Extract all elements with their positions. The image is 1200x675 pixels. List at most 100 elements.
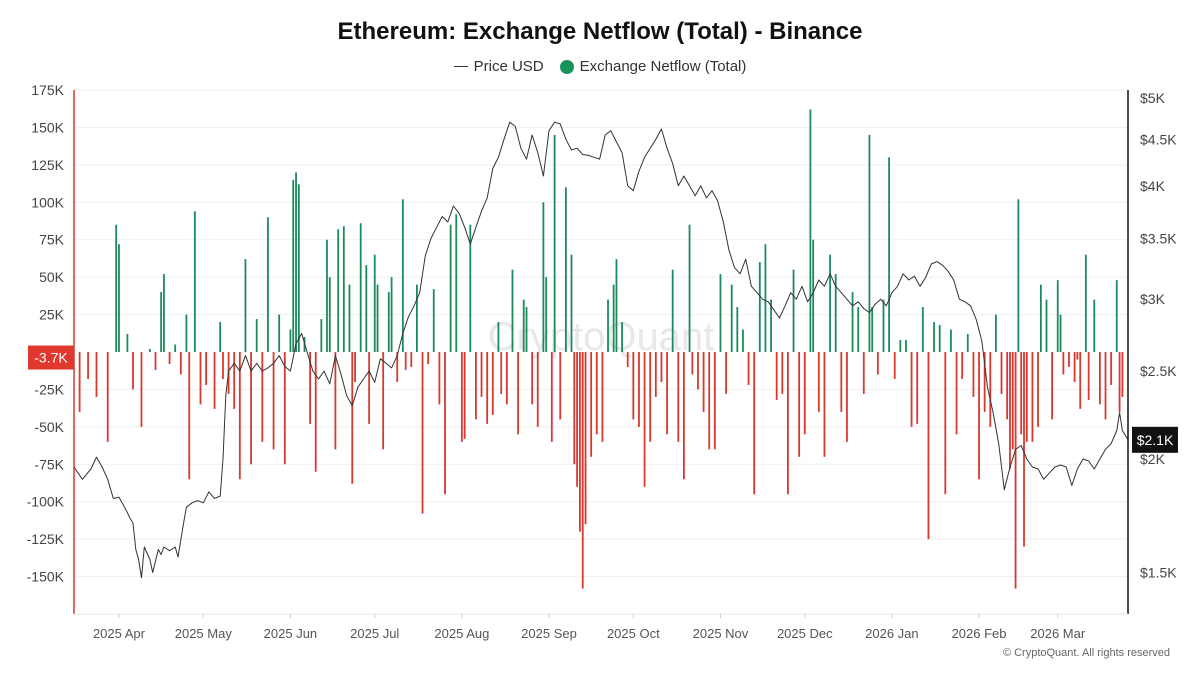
netflow-bar[interactable]	[702, 352, 705, 412]
netflow-bar[interactable]	[961, 352, 964, 379]
netflow-bar[interactable]	[615, 259, 618, 352]
netflow-bar[interactable]	[95, 352, 98, 397]
netflow-bar[interactable]	[213, 352, 216, 409]
netflow-bar[interactable]	[497, 322, 500, 352]
netflow-bar[interactable]	[564, 187, 567, 352]
netflow-bar[interactable]	[798, 352, 801, 457]
netflow-bar[interactable]	[1017, 199, 1020, 352]
netflow-bar[interactable]	[834, 274, 837, 352]
netflow-bar[interactable]	[632, 352, 635, 420]
netflow-bar[interactable]	[812, 239, 815, 352]
netflow-bar[interactable]	[126, 334, 129, 352]
netflow-bar[interactable]	[455, 214, 458, 352]
netflow-bar[interactable]	[244, 259, 247, 352]
netflow-bar[interactable]	[643, 352, 646, 487]
netflow-bar[interactable]	[1000, 352, 1003, 394]
netflow-bar[interactable]	[955, 352, 958, 435]
netflow-bar[interactable]	[148, 349, 151, 352]
netflow-bar[interactable]	[185, 314, 188, 352]
legend-item-netflow[interactable]: Exchange Netflow (Total)	[559, 58, 746, 75]
netflow-bar[interactable]	[688, 224, 691, 352]
netflow-bar[interactable]	[1020, 352, 1023, 435]
netflow-bar[interactable]	[868, 134, 871, 352]
netflow-bar[interactable]	[1079, 352, 1082, 409]
netflow-bar[interactable]	[621, 322, 623, 352]
netflow-bar[interactable]	[817, 352, 820, 412]
netflow-bar[interactable]	[966, 334, 969, 352]
netflow-bar[interactable]	[376, 284, 379, 352]
netflow-bar[interactable]	[545, 277, 548, 352]
netflow-bar[interactable]	[916, 352, 919, 424]
netflow-bar[interactable]	[511, 269, 514, 352]
netflow-bar[interactable]	[1011, 352, 1014, 450]
netflow-bar[interactable]	[601, 352, 604, 442]
netflow-bar[interactable]	[140, 352, 143, 427]
netflow-bar[interactable]	[531, 352, 534, 405]
netflow-bar[interactable]	[168, 352, 171, 364]
netflow-bar[interactable]	[758, 262, 761, 352]
netflow-bar[interactable]	[193, 211, 196, 352]
netflow-bar[interactable]	[905, 340, 907, 352]
netflow-bar[interactable]	[132, 352, 134, 390]
netflow-bar[interactable]	[1068, 352, 1070, 367]
netflow-bar[interactable]	[475, 352, 477, 420]
netflow-bar[interactable]	[1037, 352, 1039, 427]
netflow-bar[interactable]	[373, 254, 376, 352]
netflow-bar[interactable]	[337, 229, 340, 352]
netflow-bar[interactable]	[770, 299, 772, 352]
netflow-bar[interactable]	[320, 319, 323, 352]
netflow-bar[interactable]	[573, 352, 576, 465]
netflow-bar[interactable]	[683, 352, 685, 480]
netflow-bar[interactable]	[570, 254, 573, 352]
netflow-bar[interactable]	[882, 299, 885, 352]
netflow-bar[interactable]	[944, 352, 947, 495]
netflow-bar[interactable]	[314, 352, 317, 472]
netflow-bar[interactable]	[921, 307, 924, 352]
netflow-bar[interactable]	[78, 352, 81, 412]
netflow-bar[interactable]	[272, 352, 275, 450]
netflow-bar[interactable]	[579, 352, 581, 532]
netflow-bar[interactable]	[486, 352, 489, 424]
netflow-bar[interactable]	[584, 352, 587, 525]
netflow-bar[interactable]	[933, 322, 935, 352]
netflow-bar[interactable]	[348, 284, 351, 352]
netflow-bar[interactable]	[1093, 299, 1096, 352]
netflow-bar[interactable]	[829, 254, 831, 352]
netflow-bar[interactable]	[550, 352, 553, 442]
netflow-bar[interactable]	[1031, 352, 1034, 442]
netflow-bar[interactable]	[938, 325, 941, 352]
netflow-bar[interactable]	[1045, 299, 1048, 352]
netflow-bar[interactable]	[255, 319, 258, 352]
netflow-bar[interactable]	[626, 352, 629, 367]
netflow-bar[interactable]	[522, 299, 525, 352]
netflow-bar[interactable]	[1025, 352, 1028, 442]
netflow-bar[interactable]	[427, 352, 430, 364]
netflow-bar[interactable]	[278, 314, 281, 352]
netflow-bar[interactable]	[927, 352, 930, 540]
netflow-bar[interactable]	[517, 352, 519, 435]
netflow-bar[interactable]	[736, 307, 739, 352]
netflow-bar[interactable]	[233, 352, 236, 409]
netflow-bar[interactable]	[460, 352, 463, 442]
netflow-bar[interactable]	[432, 289, 435, 352]
netflow-bar[interactable]	[160, 292, 163, 352]
netflow-bar[interactable]	[899, 340, 902, 352]
netflow-bar[interactable]	[387, 292, 390, 352]
netflow-bar[interactable]	[725, 352, 727, 394]
netflow-bar[interactable]	[742, 329, 744, 352]
netflow-bar[interactable]	[205, 352, 208, 385]
netflow-bar[interactable]	[1006, 352, 1009, 420]
netflow-bar[interactable]	[1056, 280, 1059, 352]
netflow-bar[interactable]	[792, 269, 795, 352]
netflow-bar[interactable]	[326, 239, 328, 352]
netflow-bar[interactable]	[342, 226, 345, 352]
netflow-bar[interactable]	[553, 134, 556, 352]
netflow-bar[interactable]	[576, 352, 579, 487]
netflow-bar[interactable]	[989, 352, 992, 427]
netflow-bar[interactable]	[309, 352, 311, 424]
netflow-bar[interactable]	[846, 352, 848, 442]
netflow-bar[interactable]	[809, 109, 812, 352]
netflow-bar[interactable]	[421, 352, 424, 514]
netflow-bar[interactable]	[115, 224, 118, 352]
netflow-bar[interactable]	[649, 352, 652, 442]
